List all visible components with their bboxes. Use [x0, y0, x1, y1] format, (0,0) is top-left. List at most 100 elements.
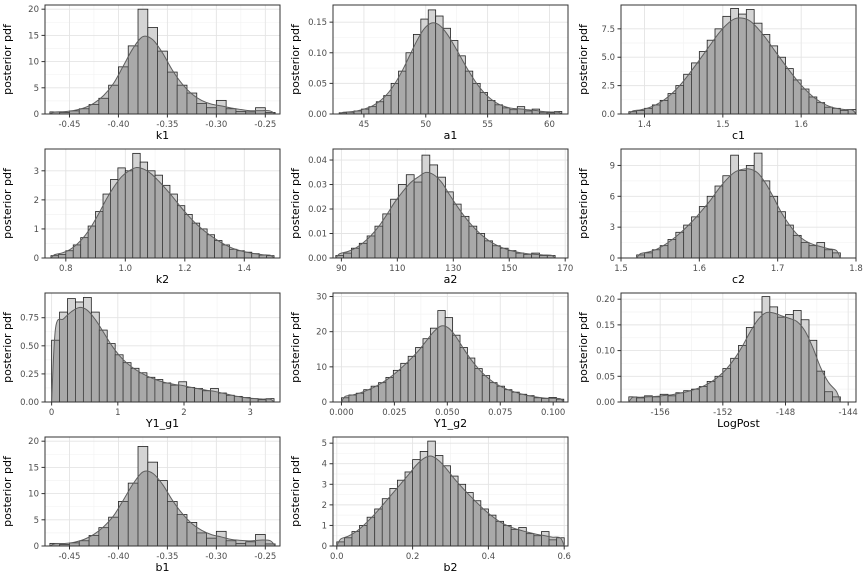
plot-cell-k1: -0.45 -0.40 -0.35 -0.30 -0.25 0 5 10 15 20 k1 poste…: [0, 0, 288, 144]
y-tick-label: 5: [34, 516, 39, 526]
histogram-bars: [336, 440, 565, 547]
histogram-bars: [49, 8, 276, 115]
x-tick-label: 150: [501, 264, 517, 274]
x-tick-label: 1.4: [238, 264, 252, 274]
histogram-a1: 45 50 55 60 0.00 0.05 0.10 0.15 a1 posterior pdf: [289, 4, 569, 142]
axes: 0.000 0.025 0.050 0.075 0.100 0 10 20 30: [316, 293, 565, 418]
y-tick-label: 0.0: [601, 110, 615, 120]
x-tick-label: -152: [713, 408, 732, 418]
y-tick-label: 0: [34, 542, 39, 552]
histogram-LogPost: -156 -152 -148 -144 0.00 0.05 0.10 0.15 0.20 LogP…: [577, 292, 858, 430]
y-tick-label: 2: [322, 501, 327, 511]
x-tick-label: -0.45: [58, 552, 80, 562]
x-tick-label: -0.25: [254, 552, 276, 562]
x-tick-label: 1.7: [771, 264, 785, 274]
density-curve: [49, 166, 276, 259]
x-tick-label: -148: [776, 408, 795, 418]
panel-border: [44, 148, 281, 259]
histogram-a2: 90 110 130 150 170 0.00 0.01 0.02 0.03 0.04 a2 post…: [289, 148, 573, 286]
x-tick-label: -0.45: [58, 120, 80, 130]
y-axis-title: posterior pdf: [577, 167, 590, 239]
x-tick-label: 90: [336, 264, 347, 274]
density-curve: [49, 35, 277, 115]
x-tick-label: -0.40: [107, 552, 129, 562]
y-axis-title: posterior pdf: [289, 311, 302, 383]
x-tick-label: 0.4: [482, 552, 496, 562]
plot-cell-a2: 90 110 130 150 170 0.00 0.01 0.02 0.03 0.04 a2 post…: [288, 144, 576, 288]
y-tick-label: 10: [28, 58, 39, 68]
y-tick-label: 5.0: [601, 53, 615, 63]
y-tick-label: 15: [28, 31, 39, 41]
histogram-bars: [50, 152, 275, 259]
density-curve: [49, 470, 277, 547]
y-tick-label: 0.10: [596, 347, 615, 357]
x-tick-label: 1.6: [693, 264, 707, 274]
axes: 0.8 1.0 1.2 1.4 0 1 2 3: [34, 167, 251, 274]
histogram-b2: 0.0 0.2 0.4 0.6 0 1 2 3 4 5 b2 posterior pdf: [289, 436, 571, 574]
plot-cell-LogPost: -156 -152 -148 -144 0.00 0.05 0.10 0.15 0.20 LogP…: [576, 288, 864, 432]
histogram-bars: [341, 310, 565, 403]
panel-border: [620, 4, 857, 115]
x-tick-label: 1.8: [849, 264, 863, 274]
y-axis-title: posterior pdf: [1, 167, 14, 239]
histogram-Y1_g1: 0 1 2 3 0.00 0.25 0.50 0.75 Y1_g1 posterior pdf: [1, 292, 281, 430]
y-tick-label: 0.10: [308, 49, 327, 59]
y-tick-label: 9: [610, 161, 615, 171]
y-tick-label: 0.25: [20, 370, 39, 380]
panel-border: [332, 292, 569, 403]
y-tick-label: 0.05: [308, 79, 327, 89]
y-tick-label: 0.02: [308, 205, 327, 215]
x-tick-label: 0.0: [330, 552, 344, 562]
x-tick-label: -0.25: [254, 120, 276, 130]
x-axis-title: b2: [444, 561, 458, 574]
x-tick-label: 45: [359, 120, 370, 130]
x-axis-title: a1: [444, 129, 458, 142]
y-tick-label: 0.00: [308, 254, 327, 264]
x-tick-label: -0.30: [205, 120, 227, 130]
axes: -156 -152 -148 -144 0.00 0.05 0.10 0.15 0.20: [596, 295, 858, 418]
plot-cell-Y1_g2: 0.000 0.025 0.050 0.075 0.100 0 10 20 30 Y1_g2 pos…: [288, 288, 576, 432]
panel-border: [44, 4, 281, 115]
x-tick-label: 60: [544, 120, 555, 130]
x-tick-label: 0.075: [488, 408, 512, 418]
y-tick-label: 5: [34, 84, 39, 94]
axes: -0.45 -0.40 -0.35 -0.30 -0.25 0 5 10 15 20: [28, 437, 276, 562]
histogram-bars: [51, 297, 275, 403]
histogram-bars: [636, 152, 841, 259]
y-tick-label: 0.00: [596, 398, 615, 408]
y-tick-label: 0.05: [596, 372, 615, 382]
y-tick-label: 10: [316, 363, 327, 373]
y-tick-label: 10: [28, 490, 39, 500]
x-tick-label: -0.35: [156, 120, 178, 130]
y-tick-label: 0.01: [308, 230, 327, 240]
panel-border: [332, 148, 569, 259]
y-tick-label: 0: [322, 398, 327, 408]
x-tick-label: -144: [839, 408, 858, 418]
density-curve: [338, 22, 563, 115]
plot-cell-c1: 1.4 1.5 1.6 0.0 2.5 5.0 7.5 c1 posterior pdf: [576, 0, 864, 144]
x-axis-title: LogPost: [717, 417, 760, 430]
y-axis-title: posterior pdf: [1, 455, 14, 527]
axes: -0.45 -0.40 -0.35 -0.30 -0.25 0 5 10 15 20: [28, 5, 276, 130]
panel-border: [620, 148, 857, 259]
x-tick-label: 0.6: [557, 552, 571, 562]
x-tick-label: -0.35: [156, 552, 178, 562]
x-tick-label: -156: [651, 408, 670, 418]
y-tick-label: 0: [322, 542, 327, 552]
x-tick-label: 170: [557, 264, 573, 274]
plot-cell-b2: 0.0 0.2 0.4 0.6 0 1 2 3 4 5 b2 posterior pdf: [288, 432, 576, 576]
x-tick-label: 0.050: [435, 408, 459, 418]
y-tick-label: 0.00: [20, 398, 39, 408]
y-axis-title: posterior pdf: [577, 311, 590, 383]
y-tick-label: 5: [322, 439, 327, 449]
y-tick-label: 1: [34, 225, 39, 235]
axes: 1.4 1.5 1.6 0.0 2.5 5.0 7.5: [601, 25, 807, 130]
density-curve: [635, 168, 842, 259]
density-curve: [335, 455, 565, 547]
x-tick-label: 0.2: [406, 552, 420, 562]
axes: 0 1 2 3 0.00 0.25 0.50 0.75: [20, 314, 253, 418]
y-tick-label: 7.5: [601, 25, 615, 35]
y-tick-label: 4: [322, 460, 327, 470]
x-tick-label: 1.5: [614, 264, 628, 274]
x-tick-label: 1.5: [716, 120, 730, 130]
